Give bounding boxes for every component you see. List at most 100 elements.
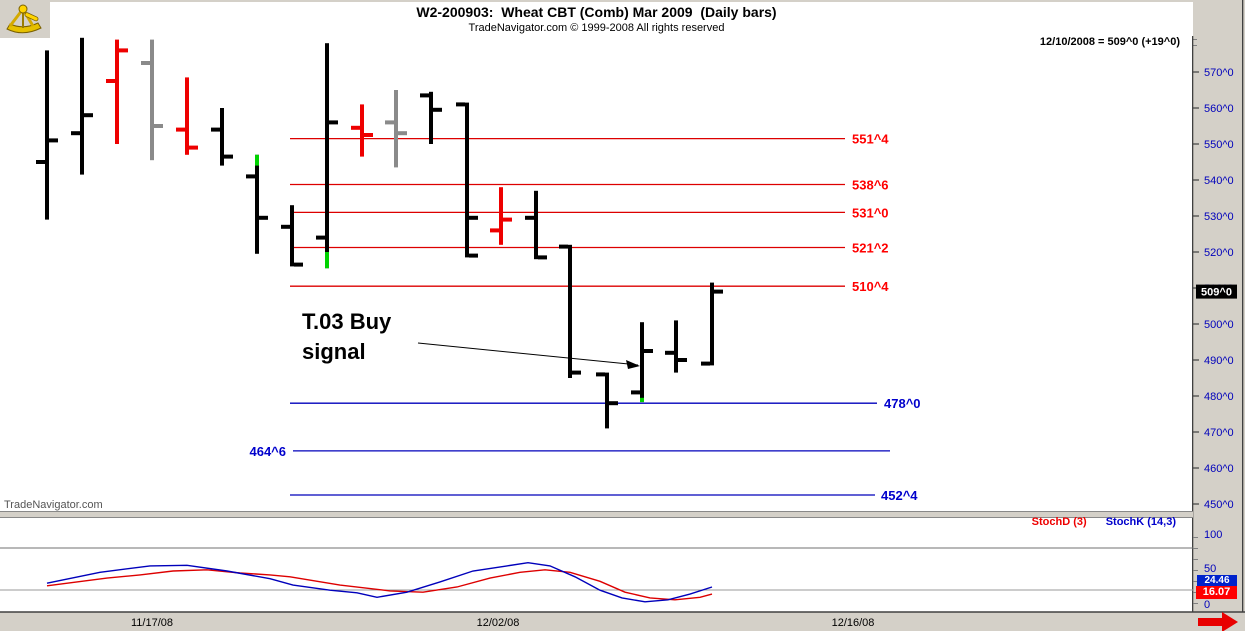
- stoch-axis-tick: [1193, 537, 1198, 538]
- price-axis-tick: [1193, 143, 1199, 145]
- price-level-label: 464^6: [249, 444, 286, 459]
- close-tick: [364, 133, 373, 137]
- close-tick: [609, 401, 618, 406]
- price-level-label: 452^4: [881, 488, 918, 503]
- bar-green-segment: [255, 154, 259, 166]
- ohlc-bar: [325, 43, 329, 269]
- open-tick: [490, 228, 499, 233]
- stoch-axis-tick: [1193, 559, 1198, 560]
- close-tick: [84, 113, 93, 118]
- close-tick: [294, 262, 303, 267]
- price-axis-tick: [1193, 359, 1199, 361]
- open-tick: [281, 224, 290, 229]
- open-tick: [176, 127, 185, 132]
- buy-signal-arrow-line: [417, 342, 639, 366]
- stoch-axis-tick: [1193, 603, 1198, 604]
- price-axis-label: 540^0: [1204, 175, 1234, 187]
- stoch-axis-tick: [1193, 592, 1198, 593]
- stoch-axis-tick: [1193, 581, 1198, 582]
- ohlc-bar: [534, 190, 538, 260]
- close-tick: [398, 131, 407, 136]
- open-tick: [701, 361, 710, 366]
- stoch-k-value-badge: 24.46: [1197, 575, 1237, 586]
- stoch-d-legend-label[interactable]: StochD (3): [1031, 516, 1087, 528]
- open-tick: [211, 127, 220, 132]
- close-tick: [119, 48, 128, 53]
- chart-panel: [0, 2, 1193, 612]
- open-tick: [525, 215, 534, 220]
- last-price-badge: 509^0: [1201, 287, 1232, 299]
- price-axis-tick: [1193, 179, 1199, 181]
- ohlc-bar: [115, 39, 119, 144]
- price-axis-label: 490^0: [1204, 355, 1234, 367]
- open-tick: [559, 244, 568, 249]
- price-axis-label: 550^0: [1204, 139, 1234, 151]
- open-tick: [456, 102, 465, 107]
- ohlc-bar: [429, 91, 433, 144]
- stoch-axis-0: 0: [1204, 599, 1211, 611]
- buy-signal-annotation-line2: signal: [302, 339, 366, 364]
- ohlc-bar: [605, 372, 609, 429]
- ohlc-bar: [499, 187, 503, 245]
- open-tick: [420, 93, 429, 98]
- chart-title: W2-200903: Wheat CBT (Comb) Mar 2009 (Da…: [416, 4, 777, 20]
- price-axis-tick: [1193, 431, 1199, 433]
- panel-divider[interactable]: [0, 511, 1193, 518]
- price-axis-tick: [1193, 323, 1199, 325]
- close-tick: [189, 145, 198, 150]
- price-axis-label: 480^0: [1204, 391, 1234, 403]
- close-tick: [503, 217, 512, 222]
- date-axis-label: 12/16/08: [831, 617, 875, 629]
- close-tick: [538, 255, 547, 260]
- ohlc-bar: [360, 104, 364, 157]
- close-tick: [224, 154, 233, 159]
- price-axis-tick: [1193, 467, 1199, 469]
- stoch-d-value-badge: 16.07: [1196, 586, 1237, 599]
- price-axis-label: 570^0: [1204, 67, 1234, 79]
- price-axis-label: 470^0: [1204, 427, 1234, 439]
- stoch-k-legend-label[interactable]: StochK (14,3): [1105, 516, 1176, 528]
- close-tick: [259, 215, 268, 220]
- stoch-axis-50: 50: [1204, 563, 1217, 575]
- trade-navigator-logo-icon: [0, 4, 46, 40]
- price-axis-label: 520^0: [1204, 247, 1234, 259]
- close-tick: [469, 253, 478, 258]
- buy-signal-annotation-line1: T.03 Buy: [302, 309, 392, 334]
- ohlc-bar: [80, 37, 84, 175]
- buy-signal-arrowhead: [626, 360, 640, 369]
- open-tick: [141, 61, 150, 65]
- ohlc-bar: [394, 90, 398, 168]
- scroll-right-arrow-icon[interactable]: [1198, 612, 1238, 631]
- price-axis-label: 500^0: [1204, 319, 1234, 331]
- bar-green-segment: [325, 252, 329, 269]
- price-level-label: 551^4: [852, 132, 889, 147]
- axis-minor-tick: [1192, 39, 1197, 40]
- ohlc-bar: [568, 244, 572, 378]
- open-tick: [385, 120, 394, 125]
- price-axis-tick: [1193, 215, 1199, 217]
- price-axis-tick: [1193, 251, 1199, 253]
- ohlc-bar: [710, 282, 714, 366]
- close-tick: [644, 349, 653, 353]
- price-level-label: 478^0: [884, 396, 921, 411]
- open-tick: [246, 174, 255, 179]
- ohlc-bar: [185, 77, 189, 155]
- stoch-axis-tick: [1193, 570, 1198, 571]
- logo-box: [0, 2, 50, 38]
- price-axis-label: 530^0: [1204, 211, 1234, 223]
- window-edge-line: [1242, 0, 1244, 612]
- close-tick: [329, 120, 338, 125]
- ohlc-bar: [674, 320, 678, 373]
- ohlc-bar: [255, 154, 259, 254]
- ohlc-bar: [640, 322, 644, 402]
- last-price-badge-bg: [1196, 284, 1237, 299]
- price-level-label: 510^4: [852, 279, 889, 294]
- open-tick: [71, 131, 80, 136]
- open-tick: [36, 160, 45, 164]
- ohlc-bar: [220, 108, 224, 166]
- price-level-label: 538^6: [852, 178, 889, 193]
- price-level-label: 531^0: [852, 205, 889, 220]
- buy-signal-annotation: T.03 Buy signal: [302, 307, 391, 367]
- ohlc-bar: [150, 39, 154, 161]
